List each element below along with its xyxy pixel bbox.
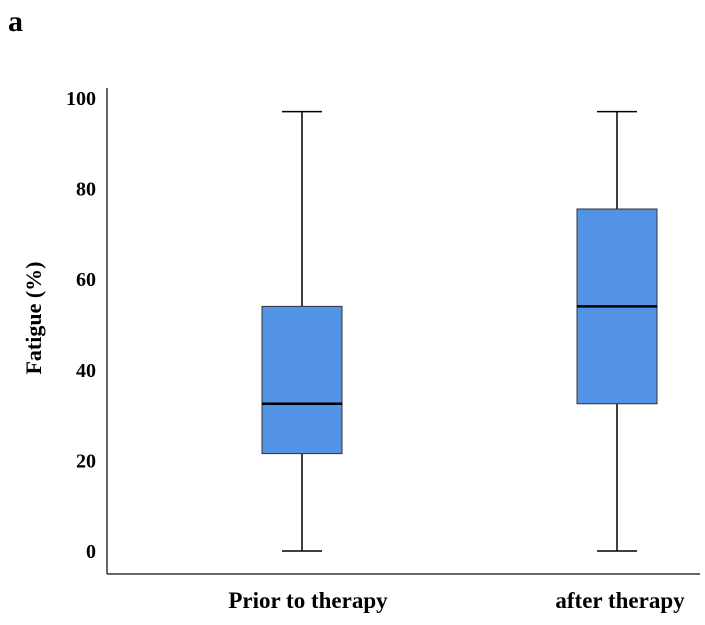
y-tick-label: 100 bbox=[66, 88, 96, 110]
y-tick-label: 80 bbox=[76, 179, 96, 201]
axes bbox=[106, 88, 700, 575]
x-tick-labels: Prior to therapy after therapy bbox=[228, 588, 685, 613]
x-tick-label: after therapy bbox=[555, 588, 685, 613]
x-tick-label: Prior to therapy bbox=[228, 588, 388, 613]
box-group bbox=[261, 110, 343, 552]
y-tick-label: 60 bbox=[76, 269, 96, 291]
box-iqr bbox=[261, 305, 343, 455]
y-tick-label: 40 bbox=[76, 360, 96, 382]
boxes bbox=[261, 110, 658, 552]
y-axis-label: Fatigue (%) bbox=[21, 261, 46, 374]
y-tick-label: 0 bbox=[86, 541, 96, 563]
y-tick-labels: 0 20 40 60 80 100 bbox=[66, 88, 96, 563]
y-tick-label: 20 bbox=[76, 450, 96, 472]
panel-label: a bbox=[8, 5, 23, 38]
box-group bbox=[576, 110, 658, 552]
